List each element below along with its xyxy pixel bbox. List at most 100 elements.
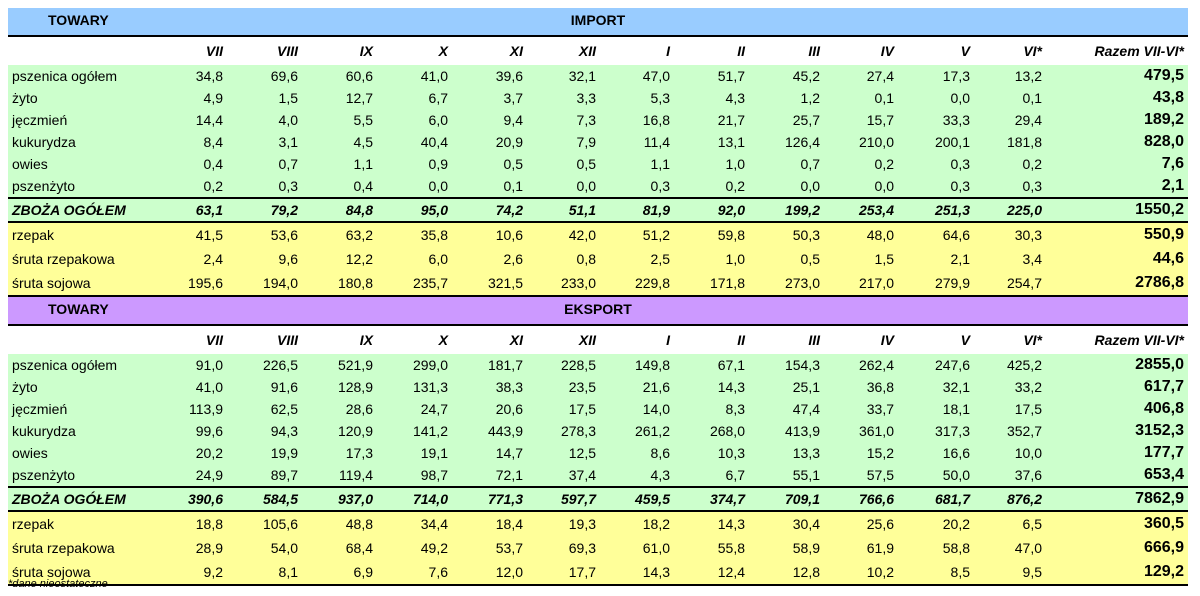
table-cell: 38,3 <box>495 379 523 395</box>
table-cell: 14,0 <box>642 401 670 417</box>
table-row: pszenżyto 0,2 0,3 0,4 0,0 0,1 0,0 0,3 0,2 0,0 0,0 0… <box>8 175 1188 197</box>
table-cell: 57,5 <box>866 467 894 483</box>
column-header: XII <box>578 43 596 59</box>
table-cell: 58,9 <box>792 540 820 556</box>
table-cell: 6,0 <box>428 112 448 128</box>
table-cell: 200,1 <box>934 134 970 150</box>
table-cell: 1,0 <box>725 251 745 267</box>
table-cell: 50,3 <box>792 227 820 243</box>
summary-cell: 771,3 <box>487 491 523 507</box>
row-total: 360,5 <box>1143 515 1184 532</box>
table-cell: 7,6 <box>428 564 448 580</box>
row-name: owies <box>12 445 48 461</box>
import-section: TOWARY IMPORT VII VIII IX X XI XII I II III IV V VI* R… <box>8 8 1188 297</box>
table-cell: 10,0 <box>1014 445 1042 461</box>
table-row: śruta sojowa 9,2 8,1 6,9 7,6 12,0 17,7 14,3 12,4… <box>8 560 1188 584</box>
table-cell: 0,3 <box>278 178 298 194</box>
towary-label: TOWARY <box>48 12 109 28</box>
section-title: EKSPORT <box>564 301 632 317</box>
trade-table: TOWARY IMPORT VII VIII IX X XI XII I II III IV V VI* R… <box>8 8 1188 586</box>
summary-cell: 709,1 <box>784 491 820 507</box>
table-cell: 41,0 <box>420 68 448 84</box>
table-cell: 2,4 <box>203 251 223 267</box>
row-name: owies <box>12 156 48 172</box>
row-name: kukurydza <box>12 423 76 439</box>
table-cell: 413,9 <box>784 423 820 439</box>
column-header: II <box>737 332 745 348</box>
table-cell: 0,2 <box>203 178 223 194</box>
table-cell: 62,5 <box>270 401 298 417</box>
column-header: Razem VII-VI* <box>1094 43 1184 59</box>
table-cell: 131,3 <box>412 379 448 395</box>
row-total: 2,1 <box>1161 177 1184 194</box>
table-cell: 3,7 <box>503 90 523 106</box>
table-cell: 3,1 <box>278 134 298 150</box>
table-cell: 0,0 <box>800 178 820 194</box>
summary-cell: 74,2 <box>495 202 523 218</box>
summary-cell: 253,4 <box>858 202 894 218</box>
row-total: 189,2 <box>1143 111 1184 128</box>
table-cell: 0,5 <box>503 156 523 172</box>
table-cell: 105,6 <box>262 516 298 532</box>
export-section: TOWARY EKSPORT VII VIII IX X XI XII I II III IV V VI*… <box>8 297 1188 586</box>
table-cell: 217,0 <box>858 275 894 291</box>
table-cell: 9,2 <box>203 564 223 580</box>
row-total: 3152,3 <box>1135 422 1184 439</box>
table-row: pszenica ogółem 34,8 69,6 60,6 41,0 39,6 32,1 4… <box>8 65 1188 87</box>
table-cell: 32,1 <box>568 68 596 84</box>
table-row: żyto 4,9 1,5 12,7 6,7 3,7 3,3 5,3 4,3 1,2 0,1 0,0 0,… <box>8 87 1188 109</box>
table-cell: 268,0 <box>709 423 745 439</box>
table-cell: 171,8 <box>709 275 745 291</box>
column-header: I <box>666 332 670 348</box>
column-header: IV <box>880 332 894 348</box>
summary-cell: 95,0 <box>420 202 448 218</box>
table-cell: 55,8 <box>717 540 745 556</box>
table-cell: 6,5 <box>1022 516 1042 532</box>
row-total: 653,4 <box>1143 466 1184 483</box>
table-cell: 47,0 <box>1014 540 1042 556</box>
table-cell: 0,2 <box>874 156 894 172</box>
table-cell: 2,5 <box>650 251 670 267</box>
column-header: XI <box>509 332 523 348</box>
table-cell: 10,2 <box>866 564 894 580</box>
table-cell: 120,9 <box>337 423 373 439</box>
table-cell: 50,0 <box>942 467 970 483</box>
table-cell: 60,6 <box>345 68 373 84</box>
table-cell: 8,3 <box>725 401 745 417</box>
table-cell: 5,5 <box>353 112 373 128</box>
table-cell: 12,4 <box>717 564 745 580</box>
table-cell: 25,7 <box>792 112 820 128</box>
table-cell: 42,0 <box>568 227 596 243</box>
row-total: 2786,8 <box>1135 274 1184 291</box>
table-cell: 16,8 <box>642 112 670 128</box>
table-cell: 235,7 <box>412 275 448 291</box>
row-total: 2855,0 <box>1135 356 1184 373</box>
table-cell: 14,4 <box>195 112 223 128</box>
table-cell: 0,3 <box>950 156 970 172</box>
column-header: VII <box>205 43 223 59</box>
import-header: TOWARY IMPORT <box>8 8 1188 37</box>
table-cell: 2,1 <box>950 251 970 267</box>
table-cell: 194,0 <box>262 275 298 291</box>
table-cell: 12,5 <box>568 445 596 461</box>
table-cell: 4,0 <box>278 112 298 128</box>
summary-name: ZBOŻA OGÓŁEM <box>12 202 126 218</box>
table-cell: 69,6 <box>270 68 298 84</box>
table-cell: 17,5 <box>568 401 596 417</box>
row-name: pszenica ogółem <box>12 357 118 373</box>
table-cell: 15,7 <box>866 112 894 128</box>
table-cell: 47,4 <box>792 401 820 417</box>
table-cell: 254,7 <box>1006 275 1042 291</box>
summary-total: 7862,9 <box>1135 490 1184 507</box>
table-cell: 443,9 <box>487 423 523 439</box>
table-cell: 12,2 <box>345 251 373 267</box>
table-cell: 28,9 <box>195 540 223 556</box>
table-cell: 18,8 <box>195 516 223 532</box>
table-cell: 6,7 <box>725 467 745 483</box>
table-cell: 54,0 <box>270 540 298 556</box>
table-cell: 40,4 <box>420 134 448 150</box>
table-cell: 425,2 <box>1006 357 1042 373</box>
table-cell: 18,4 <box>495 516 523 532</box>
table-cell: 247,6 <box>934 357 970 373</box>
summary-cell: 92,0 <box>717 202 745 218</box>
